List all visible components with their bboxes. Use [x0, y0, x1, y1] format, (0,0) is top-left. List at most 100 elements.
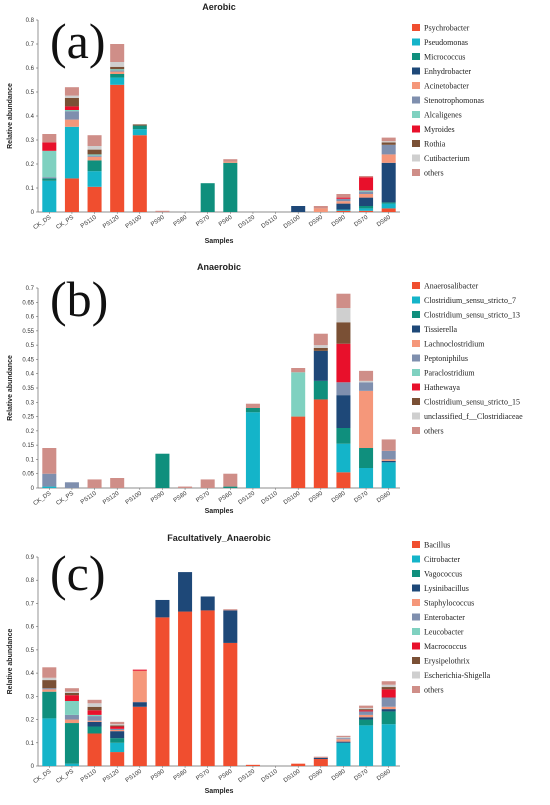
bar-segment — [87, 716, 102, 721]
bar-segment — [110, 724, 125, 726]
x-tick-label: DS70 — [353, 490, 369, 504]
bar-segment — [132, 702, 147, 707]
bar-segment — [132, 129, 147, 136]
bar-segment — [132, 706, 147, 766]
bar-segment — [64, 763, 79, 766]
legend-swatch — [412, 340, 420, 347]
bar-segment — [42, 486, 57, 488]
bar-segment — [381, 460, 396, 463]
bar-segment — [223, 473, 238, 487]
legend-swatch — [412, 354, 420, 362]
bar-segment — [336, 203, 351, 210]
x-tick-label: DS120 — [238, 214, 257, 230]
bar-segment — [87, 146, 102, 150]
x-axis-title: Samples — [205, 788, 234, 795]
bar-segment — [110, 62, 125, 67]
bar-segment — [64, 723, 79, 764]
bar-segment — [64, 106, 79, 110]
x-tick-label: PS90 — [150, 768, 166, 782]
y-tick-label: 0.7 — [26, 42, 35, 48]
bar-segment — [359, 705, 374, 708]
bar-segment — [381, 462, 396, 488]
legend-label: Bacillus — [424, 541, 450, 550]
x-tick-label: PS80 — [173, 490, 189, 504]
y-tick-label: 0.2 — [26, 429, 35, 435]
x-tick-label: DS60 — [376, 214, 392, 228]
bar-segment — [336, 210, 351, 212]
legend-label: unclassified_f__Clostridiaceae — [424, 412, 523, 421]
bar-segment — [381, 724, 396, 766]
legend-label: Leucobacter — [424, 628, 464, 637]
x-tick-label: PS60 — [218, 768, 234, 782]
legend-label: Alcaligenes — [424, 111, 462, 120]
bar-segment — [87, 726, 102, 734]
x-tick-label: CK_DS — [33, 215, 53, 231]
bar-segment — [87, 154, 102, 156]
legend-label: Paraclostridium — [424, 369, 475, 378]
bar-segment — [336, 741, 351, 743]
legend-label: Peptoniphilus — [424, 354, 468, 363]
x-tick-label: PS90 — [150, 490, 166, 504]
x-tick-label: DS110 — [261, 214, 280, 230]
bar-segment — [223, 609, 238, 611]
bar-segment — [359, 208, 374, 211]
bar-segment — [336, 194, 351, 198]
x-tick-label: DS70 — [353, 768, 369, 782]
bar-segment — [132, 135, 147, 212]
bar-segment — [64, 688, 79, 692]
bar-segment — [87, 710, 102, 715]
bar-segment — [336, 209, 351, 211]
x-tick-label: DS110 — [261, 768, 280, 784]
legend-swatch — [412, 296, 420, 304]
legend-swatch — [412, 111, 420, 118]
bar-segment — [64, 691, 79, 693]
bar-segment — [359, 711, 374, 715]
legend-swatch — [412, 541, 420, 548]
bar-segment — [313, 345, 328, 348]
bar-segment — [359, 176, 374, 178]
legend-label: others — [424, 686, 444, 695]
bar-segment — [336, 742, 351, 766]
bar-segment — [110, 726, 125, 729]
legend-swatch — [412, 613, 420, 621]
bar-segment — [381, 459, 396, 461]
bar-segment — [64, 482, 79, 488]
bar-segment — [87, 171, 102, 187]
x-tick-label: PS90 — [150, 214, 166, 228]
bar-segment — [87, 149, 102, 155]
x-tick-label: DS90 — [308, 768, 324, 782]
x-tick-label: PS70 — [195, 768, 211, 782]
bar-segment — [110, 752, 125, 766]
legend-swatch — [412, 642, 420, 650]
x-axis-title: Samples — [205, 508, 234, 515]
bar-segment — [381, 709, 396, 712]
bar-segment — [336, 201, 351, 204]
x-tick-label: PS70 — [195, 214, 211, 228]
legend-label: Clostridium_sensu_stricto_15 — [424, 398, 520, 407]
x-tick-label: PS80 — [173, 768, 189, 782]
bar-segment — [313, 348, 328, 351]
bar-segment — [110, 730, 125, 732]
legend-label: Psychrobacter — [424, 24, 470, 33]
legend-swatch — [412, 96, 420, 104]
x-tick-label: DS100 — [283, 490, 302, 506]
bar-segment — [313, 206, 328, 209]
bar-segment — [64, 119, 79, 127]
legend-swatch — [412, 67, 420, 75]
x-tick-label: PS70 — [195, 490, 211, 504]
bar-segment — [359, 194, 374, 198]
bar-segment — [359, 390, 374, 448]
bar-segment — [381, 711, 396, 725]
y-tick-label: 0.65 — [22, 300, 34, 306]
bar-segment — [87, 699, 102, 704]
legend-swatch — [412, 671, 420, 679]
legend-swatch — [412, 53, 420, 60]
bar-segment — [336, 738, 351, 740]
bar-segment — [110, 738, 125, 743]
bar-segment — [42, 473, 57, 487]
x-tick-label: PS110 — [80, 214, 98, 229]
legend-label: Enhydrobacter — [424, 67, 471, 76]
legend-label: Lysinibacillus — [424, 584, 469, 593]
bar-segment — [313, 759, 328, 766]
legend-label: Tissierella — [424, 325, 457, 334]
